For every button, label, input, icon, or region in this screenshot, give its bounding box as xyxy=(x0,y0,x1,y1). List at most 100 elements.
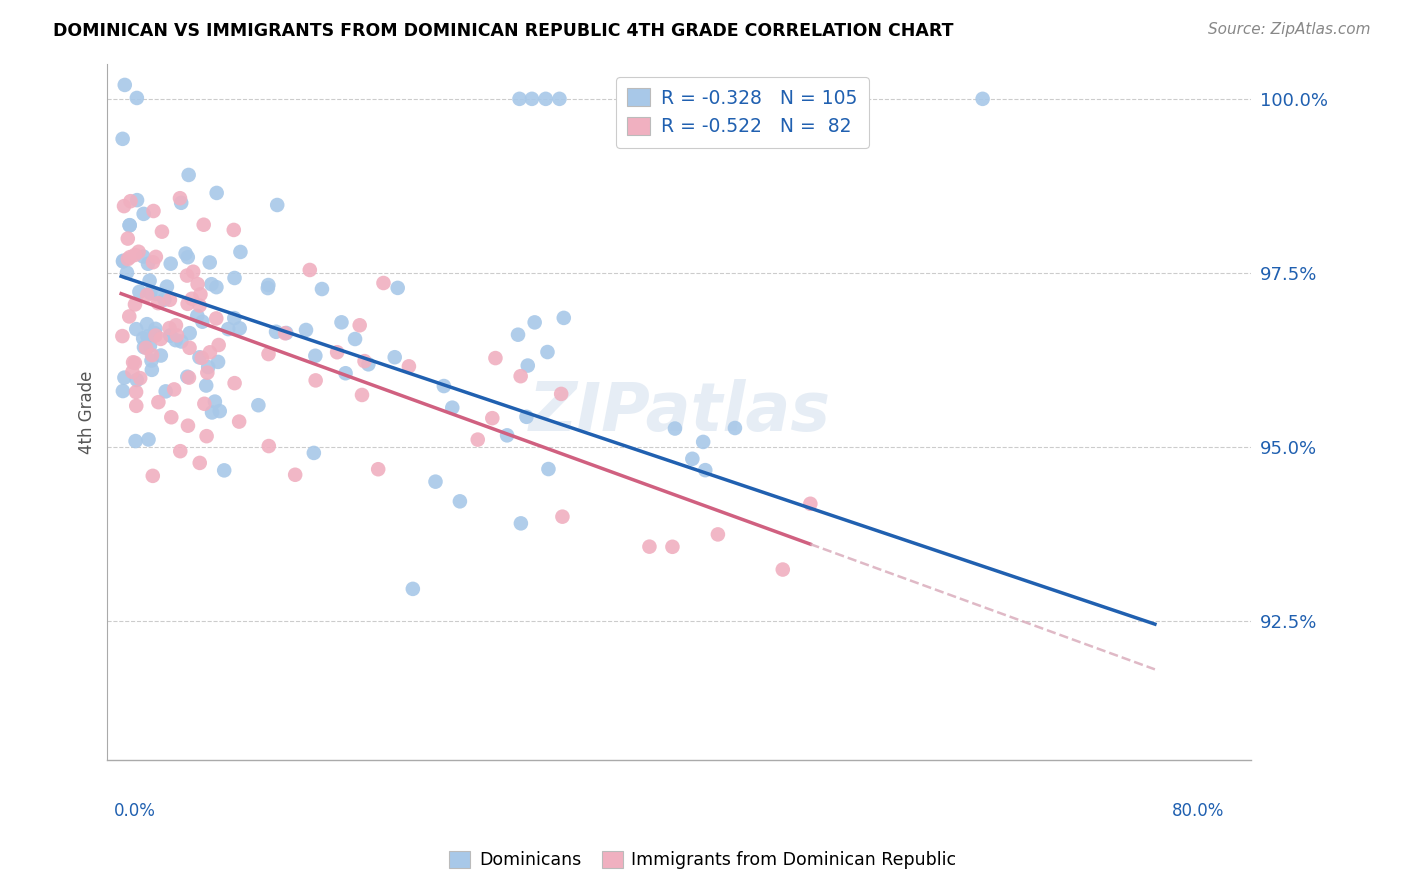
Point xyxy=(120,194,142,209)
Point xyxy=(136,317,159,331)
Point xyxy=(481,411,503,425)
Point xyxy=(799,497,821,511)
Point xyxy=(117,231,139,245)
Point xyxy=(695,463,717,477)
Point xyxy=(298,263,321,277)
Point xyxy=(484,351,506,365)
Point xyxy=(217,322,239,336)
Point xyxy=(195,366,218,380)
Point xyxy=(139,285,162,300)
Point xyxy=(198,255,221,269)
Point xyxy=(111,132,134,146)
Point xyxy=(537,462,560,476)
Point xyxy=(515,409,537,424)
Point xyxy=(179,326,201,340)
Point xyxy=(204,394,226,409)
Point xyxy=(205,311,228,326)
Point xyxy=(441,401,464,415)
Point xyxy=(467,433,489,447)
Point xyxy=(205,186,228,200)
Point xyxy=(681,451,703,466)
Point xyxy=(188,351,211,365)
Point xyxy=(551,509,574,524)
Point xyxy=(132,250,155,264)
Point xyxy=(125,91,148,105)
Point xyxy=(122,355,145,369)
Point xyxy=(129,371,152,385)
Point xyxy=(111,329,134,343)
Text: Source: ZipAtlas.com: Source: ZipAtlas.com xyxy=(1208,22,1371,37)
Point xyxy=(212,463,235,477)
Point xyxy=(373,276,395,290)
Point xyxy=(118,218,141,232)
Point xyxy=(159,293,181,307)
Point xyxy=(193,397,215,411)
Point xyxy=(132,340,155,354)
Point xyxy=(304,349,326,363)
Point xyxy=(180,292,202,306)
Point xyxy=(191,351,214,365)
Point xyxy=(228,415,250,429)
Point xyxy=(166,328,188,343)
Point xyxy=(207,355,229,369)
Point xyxy=(115,266,138,280)
Point xyxy=(724,421,747,435)
Point xyxy=(117,252,139,266)
Point xyxy=(548,92,571,106)
Point xyxy=(165,318,187,333)
Point xyxy=(136,288,159,302)
Point xyxy=(111,384,134,398)
Point xyxy=(353,354,375,368)
Point xyxy=(326,345,349,359)
Point xyxy=(257,278,280,293)
Point xyxy=(188,299,211,313)
Point xyxy=(201,405,224,419)
Point xyxy=(124,297,146,311)
Point xyxy=(520,92,543,106)
Point xyxy=(145,328,167,343)
Point xyxy=(156,279,179,293)
Point xyxy=(165,333,187,347)
Point xyxy=(170,334,193,349)
Point xyxy=(112,199,135,213)
Point xyxy=(257,439,280,453)
Point xyxy=(148,395,170,409)
Point xyxy=(188,456,211,470)
Point xyxy=(534,92,557,106)
Point xyxy=(118,219,141,233)
Point xyxy=(208,404,231,418)
Point xyxy=(523,315,546,329)
Point xyxy=(247,398,270,412)
Point xyxy=(508,92,530,106)
Point xyxy=(509,369,531,384)
Point xyxy=(159,328,181,343)
Point xyxy=(661,540,683,554)
Point xyxy=(149,332,172,346)
Point xyxy=(132,207,155,221)
Point xyxy=(155,384,177,399)
Point xyxy=(222,223,245,237)
Point xyxy=(142,468,165,483)
Text: 0.0%: 0.0% xyxy=(114,802,156,820)
Point xyxy=(195,429,218,443)
Point xyxy=(509,516,531,531)
Point xyxy=(121,365,143,379)
Point xyxy=(169,191,191,205)
Point xyxy=(141,348,163,362)
Point xyxy=(266,198,288,212)
Point xyxy=(274,326,297,341)
Point xyxy=(195,378,218,392)
Point xyxy=(136,329,159,343)
Point xyxy=(972,92,994,106)
Point xyxy=(124,356,146,370)
Point xyxy=(125,193,148,207)
Point xyxy=(772,562,794,576)
Point xyxy=(177,418,200,433)
Point xyxy=(118,250,141,264)
Point xyxy=(186,309,208,323)
Point xyxy=(187,277,209,291)
Point xyxy=(516,359,538,373)
Point xyxy=(139,339,162,353)
Point xyxy=(496,428,519,442)
Point xyxy=(553,310,575,325)
